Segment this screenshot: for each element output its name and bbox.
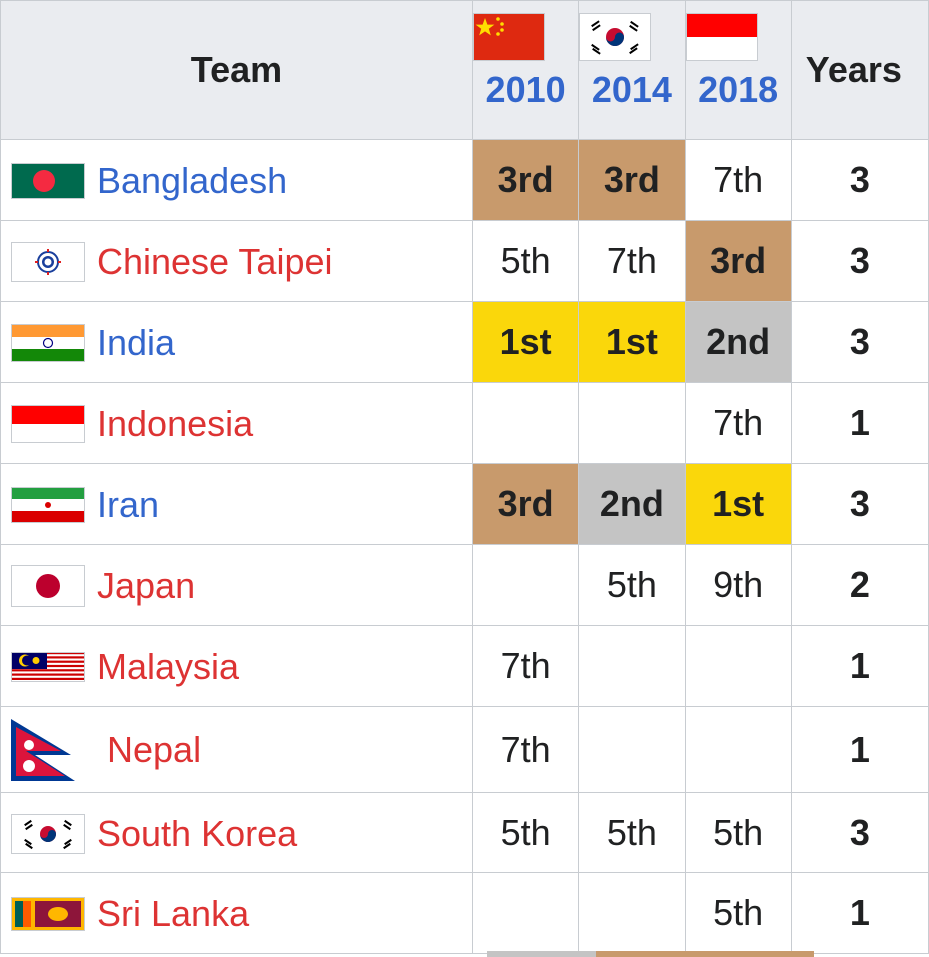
iran-flag-icon[interactable]: [11, 487, 85, 524]
team-link-chinese-taipei[interactable]: Chinese Taipei: [97, 241, 333, 283]
years-count-cell: 2: [790, 544, 929, 626]
team-column-header[interactable]: Team: [0, 0, 473, 140]
team-link-nepal[interactable]: Nepal: [107, 728, 202, 770]
result-2018-cell: 7th: [684, 382, 792, 464]
header-row: Team 2010: [0, 0, 929, 140]
table-row: Iran 3rd 2nd 1st 3: [0, 463, 929, 545]
next-row-cell-2018: [705, 951, 814, 957]
years-count-cell: 1: [790, 382, 929, 464]
south-korea-flag-icon[interactable]: [11, 813, 85, 854]
south-korea-flag-icon[interactable]: [579, 13, 684, 61]
years-column-header[interactable]: Years: [790, 0, 929, 140]
team-cell: Chinese Taipei: [0, 220, 473, 302]
result-2010-cell: [471, 872, 580, 954]
result-2014-cell: 2nd: [578, 463, 686, 545]
result-2018-cell: 5th: [684, 872, 792, 954]
result-2014-cell: 7th: [578, 220, 686, 302]
team-cell: Nepal: [0, 706, 473, 793]
bangladesh-flag-icon[interactable]: [11, 163, 85, 200]
years-count-cell: 3: [790, 792, 929, 873]
years-count-cell: 1: [790, 625, 929, 707]
result-2018-cell: 1st: [684, 463, 792, 545]
indonesia-flag-icon[interactable]: [685, 13, 791, 61]
next-row-cell-2010: [487, 951, 596, 957]
result-2014-cell: [578, 872, 686, 954]
result-2014-cell: [578, 625, 686, 707]
team-link-india[interactable]: India: [97, 322, 176, 364]
years-count-cell: 3: [790, 301, 929, 383]
result-2010-cell: 1st: [471, 301, 580, 383]
team-link-bangladesh[interactable]: Bangladesh: [97, 160, 288, 202]
years-count-cell: 3: [790, 220, 929, 302]
japan-flag-icon[interactable]: [11, 565, 85, 608]
team-cell: Iran: [0, 463, 473, 545]
year-2014-column-header[interactable]: 2014: [578, 0, 686, 140]
team-cell: India: [0, 301, 473, 383]
result-2018-cell: 9th: [684, 544, 792, 626]
table-row: Indonesia 7th 1: [0, 382, 929, 464]
team-cell: Japan: [0, 544, 473, 626]
team-link-malaysia[interactable]: Malaysia: [97, 646, 240, 688]
result-2010-cell: 5th: [471, 792, 580, 873]
malaysia-flag-icon[interactable]: [11, 652, 85, 683]
nepal-flag-icon[interactable]: [9, 717, 77, 783]
result-2010-cell: [471, 382, 580, 464]
result-2010-cell: 5th: [471, 220, 580, 302]
year-2010-link[interactable]: 2010: [485, 69, 566, 110]
result-2014-cell: 5th: [578, 544, 686, 626]
table-row: India 1st 1st 2nd 3: [0, 301, 929, 383]
result-2018-cell: [684, 625, 792, 707]
year-2018-link[interactable]: 2018: [698, 69, 779, 110]
indonesia-flag-icon[interactable]: [11, 405, 85, 444]
table-row: Nepal 7th 1: [0, 706, 929, 793]
result-2014-cell: [578, 706, 686, 793]
table-row: Sri Lanka 5th 1: [0, 872, 929, 954]
team-cell: South Korea: [0, 792, 473, 873]
table-row: Malaysia 7th 1: [0, 625, 929, 707]
chinese-taipei-flag-icon[interactable]: [11, 242, 85, 283]
table-row: South Korea 5th 5th 5th 3: [0, 792, 929, 873]
team-cell: Indonesia: [0, 382, 473, 464]
team-link-japan[interactable]: Japan: [97, 565, 196, 607]
years-count-cell: 1: [790, 706, 929, 793]
year-2018-column-header[interactable]: 2018: [684, 0, 792, 140]
team-link-iran[interactable]: Iran: [97, 484, 160, 526]
result-2018-cell: [684, 706, 792, 793]
result-2018-cell: 2nd: [684, 301, 792, 383]
table-row: Bangladesh 3rd 3rd 7th 3: [0, 139, 929, 221]
result-2014-cell: 1st: [578, 301, 686, 383]
result-2018-cell: 5th: [684, 792, 792, 873]
result-2018-cell: 7th: [684, 139, 792, 221]
years-count-cell: 1: [790, 872, 929, 954]
years-count-cell: 3: [790, 463, 929, 545]
table-row: Japan 5th 9th 2: [0, 544, 929, 626]
china-flag-icon[interactable]: [472, 13, 578, 61]
result-2014-cell: [578, 382, 686, 464]
team-cell: Bangladesh: [0, 139, 473, 221]
result-2014-cell: 3rd: [578, 139, 686, 221]
result-2018-cell: 3rd: [684, 220, 792, 302]
india-flag-icon[interactable]: [11, 324, 85, 363]
years-count-cell: 3: [790, 139, 929, 221]
result-2010-cell: 3rd: [471, 139, 580, 221]
team-link-south-korea[interactable]: South Korea: [97, 812, 298, 854]
team-link-indonesia[interactable]: Indonesia: [97, 403, 254, 445]
result-2010-cell: [471, 544, 580, 626]
sri-lanka-flag-icon[interactable]: [11, 897, 85, 932]
result-2010-cell: 7th: [471, 625, 580, 707]
next-row-peek: [0, 951, 929, 957]
team-link-sri-lanka[interactable]: Sri Lanka: [97, 893, 250, 935]
year-2014-link[interactable]: 2014: [591, 69, 672, 110]
year-2010-column-header[interactable]: 2010: [471, 0, 580, 140]
table-row: Chinese Taipei 5th 7th 3rd 3: [0, 220, 929, 302]
result-2010-cell: 7th: [471, 706, 580, 793]
team-cell: Sri Lanka: [0, 872, 473, 954]
result-2014-cell: 5th: [578, 792, 686, 873]
team-cell: Malaysia: [0, 625, 473, 707]
next-row-cell-2014: [596, 951, 705, 957]
result-2010-cell: 3rd: [471, 463, 580, 545]
